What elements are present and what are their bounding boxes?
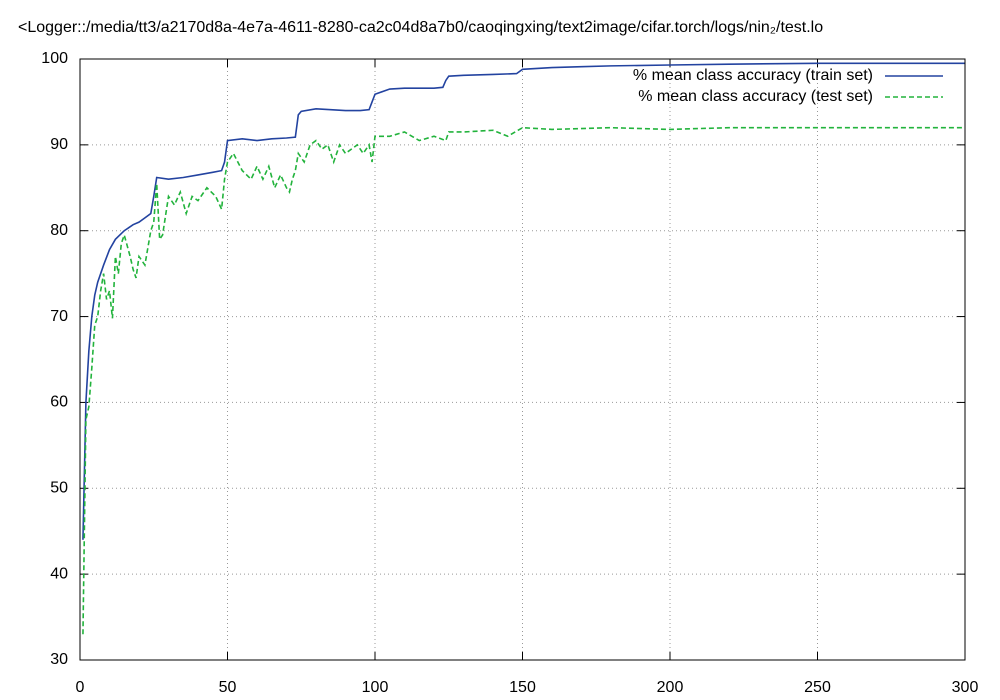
- y-tick-label: 80: [50, 222, 68, 239]
- y-tick-label: 50: [50, 480, 68, 497]
- x-tick-label: 250: [804, 679, 831, 696]
- x-tick-label: 0: [76, 679, 85, 696]
- data-line: [82, 62, 965, 540]
- legend-label: % mean class accuracy (train set): [633, 67, 873, 84]
- y-tick-label: 100: [41, 50, 68, 67]
- x-tick-label: 150: [509, 679, 536, 696]
- chart-title: <Logger::/media/tt3/a2170d8a-4e7a-4611-8…: [18, 19, 823, 36]
- y-tick-label: 30: [50, 651, 68, 668]
- x-tick-label: 300: [952, 679, 979, 696]
- plot-border: [79, 58, 966, 661]
- y-tick-label: 70: [50, 308, 68, 325]
- x-tick-label: 50: [219, 679, 237, 696]
- x-tick-label: 100: [362, 679, 389, 696]
- y-tick-label: 60: [50, 394, 68, 411]
- x-tick-label: 200: [657, 679, 684, 696]
- y-tick-label: 90: [50, 136, 68, 153]
- data-line: [82, 126, 965, 635]
- y-tick-label: 40: [50, 565, 68, 582]
- legend-label: % mean class accuracy (test set): [638, 88, 873, 105]
